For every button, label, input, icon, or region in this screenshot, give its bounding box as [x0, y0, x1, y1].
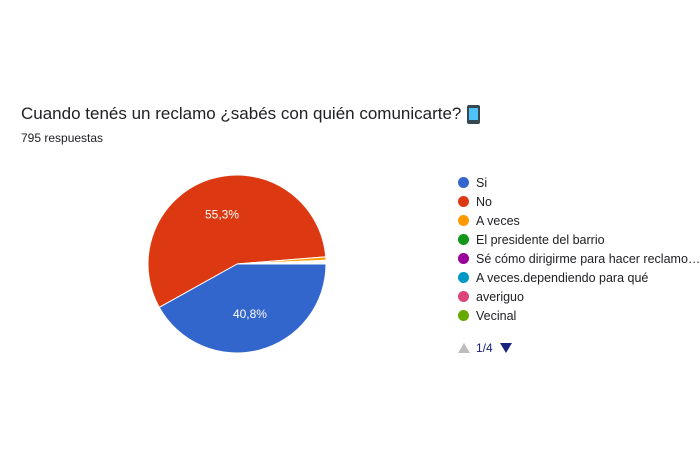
- legend: Si No A veces El presidente del barrio Sé có…: [458, 173, 700, 325]
- pie-slice-1: [158, 263, 327, 354]
- legend-label: A veces.dependiendo para qué: [476, 270, 649, 285]
- legend-label: El presidente del barrio: [476, 232, 605, 247]
- page-indicator: 1/4: [476, 341, 493, 355]
- legend-swatch: [458, 291, 469, 302]
- mobile-phone-icon: [467, 104, 481, 124]
- legend-swatch: [458, 196, 469, 207]
- legend-swatch: [458, 234, 469, 245]
- chart-title: Cuando tenés un reclamo ¿sabés con quién…: [21, 104, 481, 124]
- legend-pager: 1/4: [458, 341, 512, 355]
- legend-item: No: [458, 192, 700, 211]
- legend-item: Sé cómo dirigirme para hacer reclamo…: [458, 249, 700, 268]
- response-count: 795 respuestas: [21, 131, 104, 145]
- legend-label: No: [476, 194, 492, 209]
- pie-slice-8: [236, 262, 327, 265]
- legend-label: Sé cómo dirigirme para hacer reclamo…: [476, 251, 700, 266]
- legend-label: averiguo: [476, 289, 524, 304]
- pie-data-label: 55,3%: [205, 208, 239, 222]
- legend-item: El presidente del barrio: [458, 230, 700, 249]
- legend-item: averiguo: [458, 287, 700, 306]
- legend-item: Vecinal: [458, 306, 700, 325]
- legend-item: A veces.dependiendo para qué: [458, 268, 700, 287]
- legend-swatch: [458, 272, 469, 283]
- legend-label: A veces: [476, 213, 520, 228]
- legend-item: Si: [458, 173, 700, 192]
- legend-label: Vecinal: [476, 308, 517, 323]
- pie-slice-2: [147, 174, 327, 308]
- pie-data-label: 40,8%: [233, 307, 267, 321]
- legend-swatch: [458, 253, 469, 264]
- legend-swatch: [458, 177, 469, 188]
- legend-swatch: [458, 215, 469, 226]
- next-page-icon[interactable]: [499, 343, 512, 353]
- legend-item: A veces: [458, 211, 700, 230]
- legend-label: Si: [476, 175, 488, 190]
- legend-swatch: [458, 310, 469, 321]
- chart-title-text: Cuando tenés un reclamo ¿sabés con quién…: [21, 104, 462, 123]
- previous-page-icon[interactable]: [458, 343, 470, 353]
- pie-chart: 40,8% 55,3%: [147, 174, 327, 354]
